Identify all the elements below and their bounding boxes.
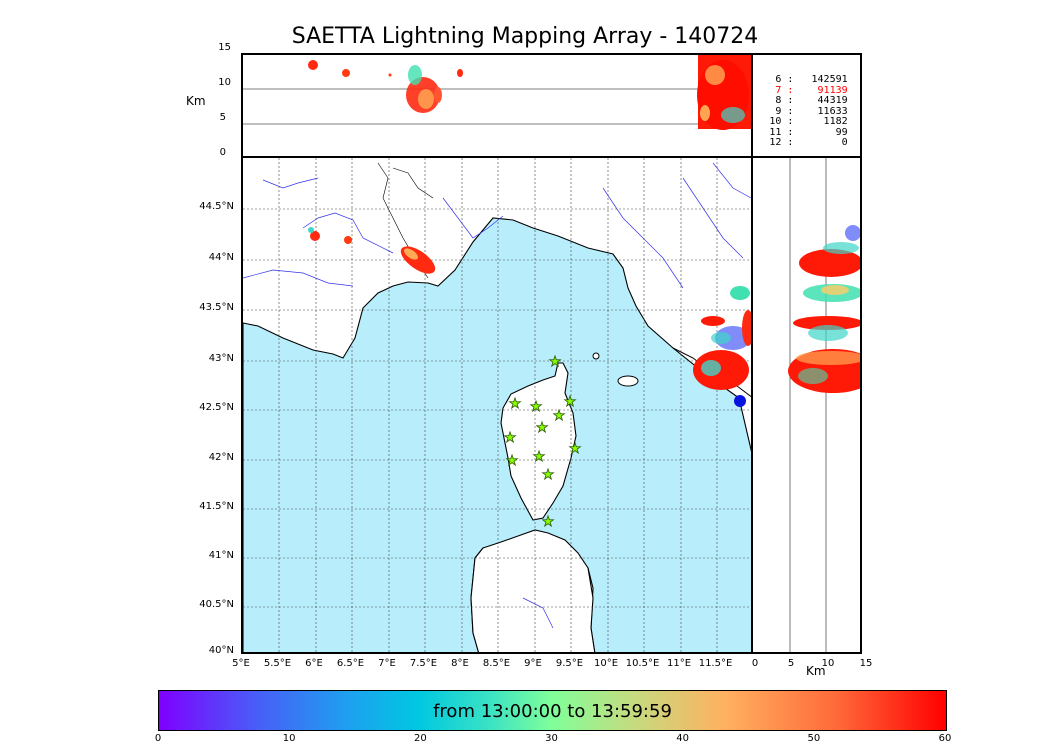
station-star: ★ — [564, 394, 577, 410]
altitude-axis-label: Km — [186, 94, 206, 108]
altitude-longitude-panel — [241, 53, 753, 158]
side-tick: 5 — [787, 658, 795, 669]
longitude-tick: 7°E — [378, 658, 396, 669]
station-star: ★ — [549, 354, 562, 370]
latitude-tick: 43.5°N — [199, 302, 234, 313]
colorbar-tick: 40 — [676, 733, 690, 744]
rivers — [243, 162, 751, 629]
side-axis-label: Km — [806, 664, 826, 678]
lightning-cluster-nice — [308, 227, 436, 274]
map-panel: ★ ★ ★ ★ ★ ★ ★ ★ ★ ★ ★ ★ — [241, 156, 753, 654]
station-markers: ★ ★ ★ ★ ★ ★ ★ ★ ★ ★ ★ ★ — [503, 354, 582, 531]
longitude-tick: 10°E — [593, 658, 619, 669]
station-star: ★ — [542, 467, 555, 483]
station-star: ★ — [509, 396, 522, 412]
station-star: ★ — [569, 441, 582, 457]
lightning-cluster-tuscany — [693, 286, 751, 407]
colorbar-label: from 13:00:00 to 13:59:59 — [433, 701, 672, 722]
corsica-island — [500, 362, 577, 521]
longitude-tick: 10.5°E — [625, 658, 660, 669]
side-tick: 10 — [821, 658, 835, 669]
altitude-tick: 15 — [218, 42, 231, 53]
longitude-tick: 9°E — [524, 658, 542, 669]
latitude-tick: 42°N — [208, 452, 234, 463]
latitude-tick: 44°N — [208, 252, 234, 263]
station-star: ★ — [536, 420, 549, 436]
station-count-panel: 6 : 142591 7 : 91139 8 : 44319 9 : 11633… — [751, 53, 862, 158]
side-tick: 15 — [859, 658, 873, 669]
altitude-tick: 10 — [218, 77, 231, 88]
map-canvas: ★ ★ ★ ★ ★ ★ ★ ★ ★ ★ ★ ★ — [243, 158, 751, 652]
colorbar-tick: 60 — [938, 733, 952, 744]
latitude-altitude-panel — [751, 156, 862, 654]
station-count-list: 6 : 142591 7 : 91139 8 : 44319 9 : 11633… — [753, 74, 860, 149]
longitude-tick: 6.5°E — [336, 658, 365, 669]
altitude-plot — [243, 55, 751, 130]
altitude-cluster-west — [308, 60, 463, 113]
colorbar-tick: 30 — [545, 733, 558, 744]
station-star: ★ — [542, 514, 555, 530]
colorbar: from 13:00:00 to 13:59:59 — [158, 690, 947, 731]
longitude-tick: 5.5°E — [263, 658, 292, 669]
longitude-tick: 5°E — [232, 658, 250, 669]
station-star: ★ — [504, 430, 517, 446]
latitude-tick: 42.5°N — [199, 402, 234, 413]
station-count-row: 12 : 0 — [769, 137, 848, 148]
altitude-tick: 5 — [219, 112, 226, 123]
longitude-tick: 7.5°E — [409, 658, 438, 669]
sardinia-island — [470, 529, 596, 652]
station-count-row: 8 : 44319 — [769, 95, 848, 106]
colorbar-tick: 50 — [807, 733, 821, 744]
colorbar-tick: 10 — [282, 733, 296, 744]
colorbar-tick: 0 — [154, 733, 162, 744]
longitude-tick: 9.5°E — [555, 658, 584, 669]
latitude-tick: 40.5°N — [199, 599, 234, 610]
latitude-tick: 43°N — [208, 353, 234, 364]
station-count-row: 11 : 99 — [769, 126, 848, 138]
side-tick: 0 — [751, 658, 759, 669]
latitude-tick: 40°N — [208, 645, 234, 656]
latitude-tick: 41°N — [208, 550, 234, 561]
station-star: ★ — [533, 449, 546, 465]
colorbar-tick: 20 — [413, 733, 427, 744]
longitude-tick: 8°E — [451, 658, 469, 669]
longitude-tick: 8.5°E — [482, 658, 511, 669]
station-count-row: 10 : 1182 — [769, 116, 848, 127]
longitude-tick: 6°E — [305, 658, 323, 669]
altitude-tick: 0 — [219, 147, 226, 158]
map-grid — [243, 158, 751, 652]
station-star: ★ — [553, 408, 566, 424]
station-count-row: 6 : 142591 — [769, 74, 848, 85]
latitude-tick: 44.5°N — [199, 201, 234, 212]
longitude-tick: 11.5°E — [698, 658, 733, 669]
chart-title: SAETTA Lightning Mapping Array - 140724 — [291, 24, 759, 49]
station-count-row: 9 : 11633 — [769, 105, 848, 117]
side-altitude-plot — [788, 158, 860, 652]
station-star: ★ — [506, 453, 519, 469]
longitude-tick: 11°E — [666, 658, 692, 669]
station-count-row: 7 : 91139 — [769, 84, 848, 96]
latitude-tick: 41.5°N — [199, 501, 234, 512]
altitude-cluster-east — [697, 55, 751, 130]
station-star: ★ — [530, 399, 543, 415]
